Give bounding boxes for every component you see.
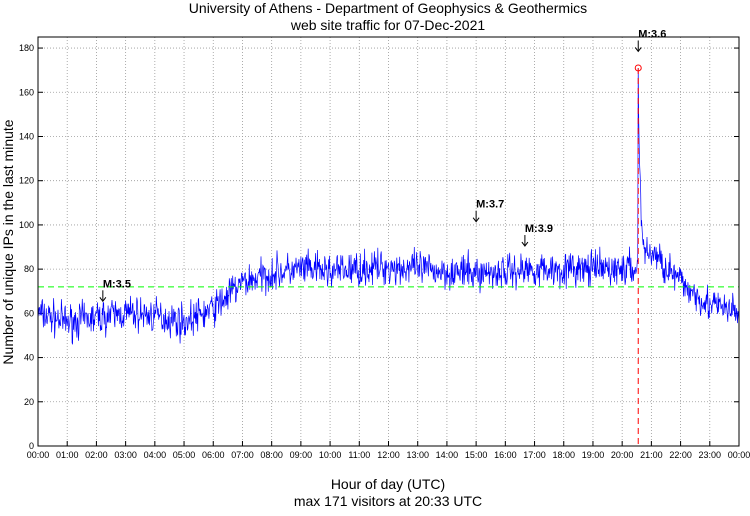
y-axis-label: Number of unique IPs in the last minute: [0, 119, 16, 364]
x-tick-label: 05:00: [173, 450, 196, 460]
max-point-marker: [634, 64, 642, 72]
x-tick-label: 11:00: [348, 450, 370, 460]
chart-title: University of Athens - Department of Geo…: [189, 0, 587, 16]
x-tick-label: 18:00: [552, 450, 575, 460]
earthquake-arrowhead: [634, 47, 642, 53]
x-axis-label: Hour of day (UTC): [331, 476, 445, 492]
earthquake-annotation: M:3.7: [476, 199, 504, 211]
x-tick-label: 04:00: [144, 450, 167, 460]
y-tick-label: 40: [24, 353, 34, 363]
x-tick-label: 19:00: [582, 450, 605, 460]
x-tick-label: 01:00: [56, 450, 79, 460]
x-tick-label: 16:00: [494, 450, 517, 460]
y-tick-label: 0: [29, 441, 34, 451]
x-tick-label: 13:00: [406, 450, 429, 460]
x-tick-label: 00:00: [27, 450, 50, 460]
earthquake-arrowhead: [472, 217, 480, 223]
traffic-series-line: [37, 67, 740, 345]
earthquake-arrowhead: [521, 241, 529, 247]
x-tick-label: 08:00: [260, 450, 283, 460]
x-tick-label: 00:00: [728, 450, 750, 460]
x-tick-label: 02:00: [85, 450, 108, 460]
y-tick-label: 100: [19, 220, 34, 230]
x-tick-label: 17:00: [523, 450, 546, 460]
y-tick-label: 120: [19, 176, 34, 186]
x-tick-label: 21:00: [640, 450, 663, 460]
x-tick-label: 10:00: [319, 450, 342, 460]
earthquake-arrowhead: [99, 296, 107, 303]
x-tick-label: 09:00: [290, 450, 313, 460]
y-tick-label: 160: [19, 87, 34, 97]
y-tick-label: 20: [24, 397, 34, 407]
x-tick-label: 14:00: [436, 450, 459, 460]
x-tick-label: 03:00: [114, 450, 137, 460]
x-tick-label: 07:00: [231, 450, 254, 460]
chart-subtitle: web site traffic for 07-Dec-2021: [290, 17, 485, 33]
y-tick-label: 180: [19, 43, 34, 53]
plot-frame: [37, 36, 740, 447]
chart-footer: max 171 visitors at 20:33 UTC: [294, 493, 482, 509]
x-tick-label: 22:00: [669, 450, 692, 460]
x-tick-label: 12:00: [377, 450, 400, 460]
y-tick-label: 60: [24, 308, 34, 318]
x-tick-label: 23:00: [699, 450, 722, 460]
x-tick-label: 06:00: [202, 450, 225, 460]
earthquake-annotation: M:3.6: [638, 28, 666, 40]
earthquake-annotation: M:3.5: [103, 278, 131, 290]
earthquake-annotation: M:3.9: [525, 223, 553, 235]
y-tick-label: 140: [19, 131, 34, 141]
y-tick-label: 80: [24, 264, 34, 274]
x-tick-label: 15:00: [465, 450, 488, 460]
x-tick-label: 20:00: [611, 450, 634, 460]
